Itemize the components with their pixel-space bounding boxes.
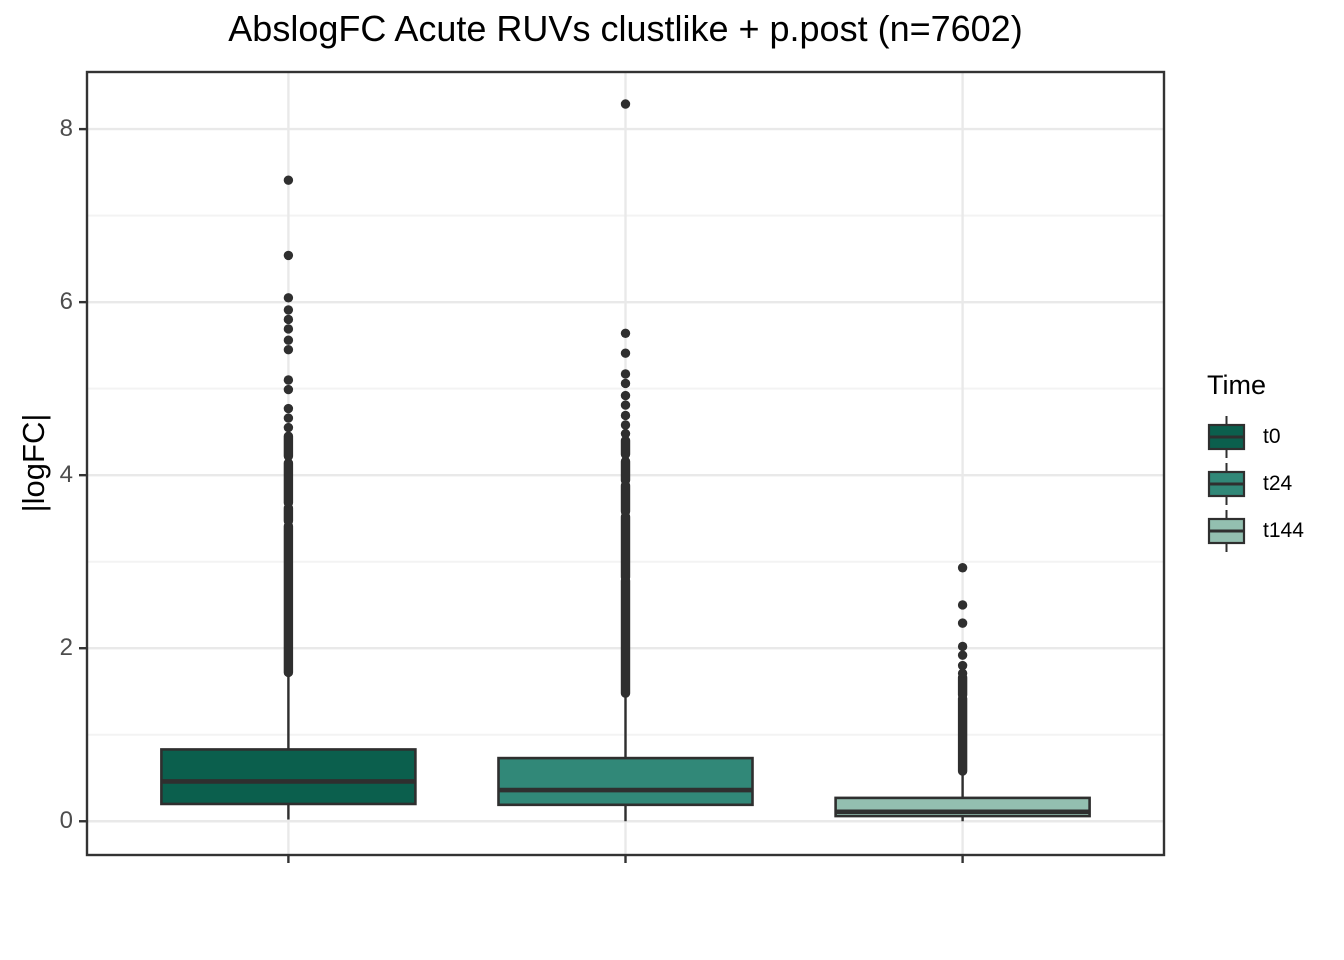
outlier-point-t0 xyxy=(283,345,294,355)
legend-key-boxplot-icon xyxy=(1207,509,1246,552)
legend-item-t24: t24 xyxy=(1205,460,1304,507)
outlier-point-t144 xyxy=(957,660,968,671)
y-tick-label-0: 0 xyxy=(59,807,73,835)
outlier-point-t24 xyxy=(620,378,631,389)
outlier-point-t144 xyxy=(957,600,968,610)
legend-label: t24 xyxy=(1263,471,1293,495)
outlier-point-t0 xyxy=(283,314,294,325)
legend-label: t144 xyxy=(1263,518,1304,542)
outlier-point-t144 xyxy=(957,641,968,652)
outlier-point-t24 xyxy=(620,400,631,410)
outlier-point-t0 xyxy=(283,335,294,345)
outlier-point-t24 xyxy=(620,420,631,430)
outlier-point-t0 xyxy=(283,293,294,303)
outlier-point-t0 xyxy=(283,324,294,334)
legend-label: t0 xyxy=(1263,424,1281,448)
outlier-point-t0 xyxy=(283,175,294,185)
legend-item-t0: t0 xyxy=(1205,413,1304,460)
legend-key-boxplot-icon xyxy=(1207,462,1246,505)
outlier-point-t0 xyxy=(283,422,294,433)
outlier-point-t24 xyxy=(620,390,631,401)
legend-item-t144: t144 xyxy=(1205,507,1304,554)
outlier-point-t144 xyxy=(957,618,968,628)
y-tick-label-2: 2 xyxy=(59,634,73,662)
outlier-point-t0 xyxy=(283,375,294,385)
outlier-point-t24 xyxy=(620,99,631,109)
box-t24 xyxy=(497,756,754,807)
outlier-point-t24 xyxy=(620,328,631,338)
outlier-point-t0 xyxy=(283,250,294,261)
outlier-point-t0 xyxy=(283,305,294,315)
outlier-point-t24 xyxy=(620,410,631,421)
box-t0 xyxy=(160,748,417,806)
legend-title: Time xyxy=(1207,370,1266,400)
y-tick-label-6: 6 xyxy=(59,288,73,316)
outlier-point-t24 xyxy=(620,369,631,379)
outlier-point-t144 xyxy=(957,668,968,679)
y-tick-label-8: 8 xyxy=(59,115,73,143)
outlier-point-t24 xyxy=(620,428,631,439)
y-tick-label-4: 4 xyxy=(59,461,73,489)
outlier-point-t0 xyxy=(283,384,294,395)
outlier-point-t0 xyxy=(283,403,294,414)
legend-key-boxplot-icon xyxy=(1207,415,1246,458)
legend: Time t0 t24 t144 xyxy=(1205,370,1304,554)
outlier-point-t144 xyxy=(957,563,968,573)
legend-rows: t0 t24 t144 xyxy=(1205,413,1304,554)
outlier-point-t24 xyxy=(620,348,631,358)
plot-title: AbslogFC Acute RUVs clustlike + p.post (… xyxy=(228,8,1023,49)
outlier-point-t0 xyxy=(283,413,294,423)
outlier-point-t144 xyxy=(957,650,968,660)
